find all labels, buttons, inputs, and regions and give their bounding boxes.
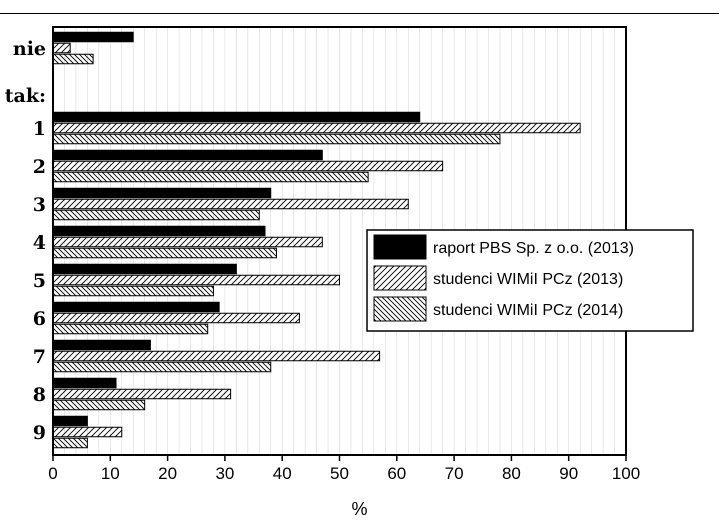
legend-swatch (373, 296, 427, 322)
legend-label: raport PBS Sp. z o.o. (2013) (433, 240, 634, 257)
category-label: 2 (33, 156, 46, 178)
bar (52, 171, 369, 183)
x-tick-label: 40 (273, 464, 292, 483)
x-axis-ticks: 0 10 20 30 40 50 60 70 80 90 100 (48, 455, 640, 483)
x-tick-label: 50 (330, 464, 349, 483)
bar (52, 437, 88, 449)
bar (52, 133, 501, 145)
bar (52, 247, 277, 259)
bar (52, 198, 409, 210)
bar (52, 53, 94, 65)
x-tick-label: 60 (387, 464, 406, 483)
bar (52, 399, 146, 411)
category-label: 7 (33, 346, 46, 368)
bar (52, 122, 581, 134)
category-label: 5 (33, 270, 46, 292)
bar (52, 285, 214, 297)
bar (52, 312, 300, 324)
bar (52, 323, 209, 335)
category-label: tak: (5, 85, 46, 107)
bar (52, 361, 272, 373)
bar (52, 160, 444, 172)
legend-label: studenci WIMiI PCz (2013) (433, 271, 623, 288)
category-label: 8 (33, 384, 46, 406)
bar (52, 377, 117, 389)
category-label: 4 (33, 232, 46, 254)
x-tick-label: 90 (559, 464, 578, 483)
x-tick-label: 10 (101, 464, 120, 483)
bar (52, 415, 88, 427)
category-label: 3 (33, 194, 46, 216)
bar (52, 263, 237, 275)
bar (52, 388, 232, 400)
bar (52, 42, 71, 54)
bar (52, 301, 220, 313)
bar (52, 225, 266, 237)
category-label: nie (13, 38, 46, 60)
bar (52, 274, 340, 286)
bar (52, 339, 151, 351)
bar (52, 350, 381, 362)
bar (52, 236, 323, 248)
top-rule (0, 13, 719, 14)
x-axis-title: % (351, 499, 367, 519)
legend-swatch (373, 234, 427, 260)
x-tick-label: 20 (158, 464, 177, 483)
x-tick-label: 0 (48, 464, 57, 483)
x-tick-label: 70 (445, 464, 464, 483)
bar (52, 187, 272, 199)
x-tick-label: 30 (215, 464, 234, 483)
category-label: 9 (33, 422, 46, 444)
bar (52, 209, 260, 221)
category-label: 6 (33, 308, 46, 330)
bar (52, 111, 421, 123)
category-label: 1 (33, 118, 46, 140)
x-tick-label: 100 (612, 464, 640, 483)
bar (52, 149, 323, 161)
bar (52, 426, 123, 438)
bar (52, 31, 134, 43)
category-labels: nie tak: 1 2 3 4 5 6 7 8 9 (5, 38, 46, 444)
legend: raport PBS Sp. z o.o. (2013) studenci WIM… (366, 229, 694, 332)
x-tick-label: 80 (502, 464, 521, 483)
legend-swatch (373, 265, 427, 291)
legend-label: studenci WIMiI PCz (2014) (433, 302, 623, 319)
